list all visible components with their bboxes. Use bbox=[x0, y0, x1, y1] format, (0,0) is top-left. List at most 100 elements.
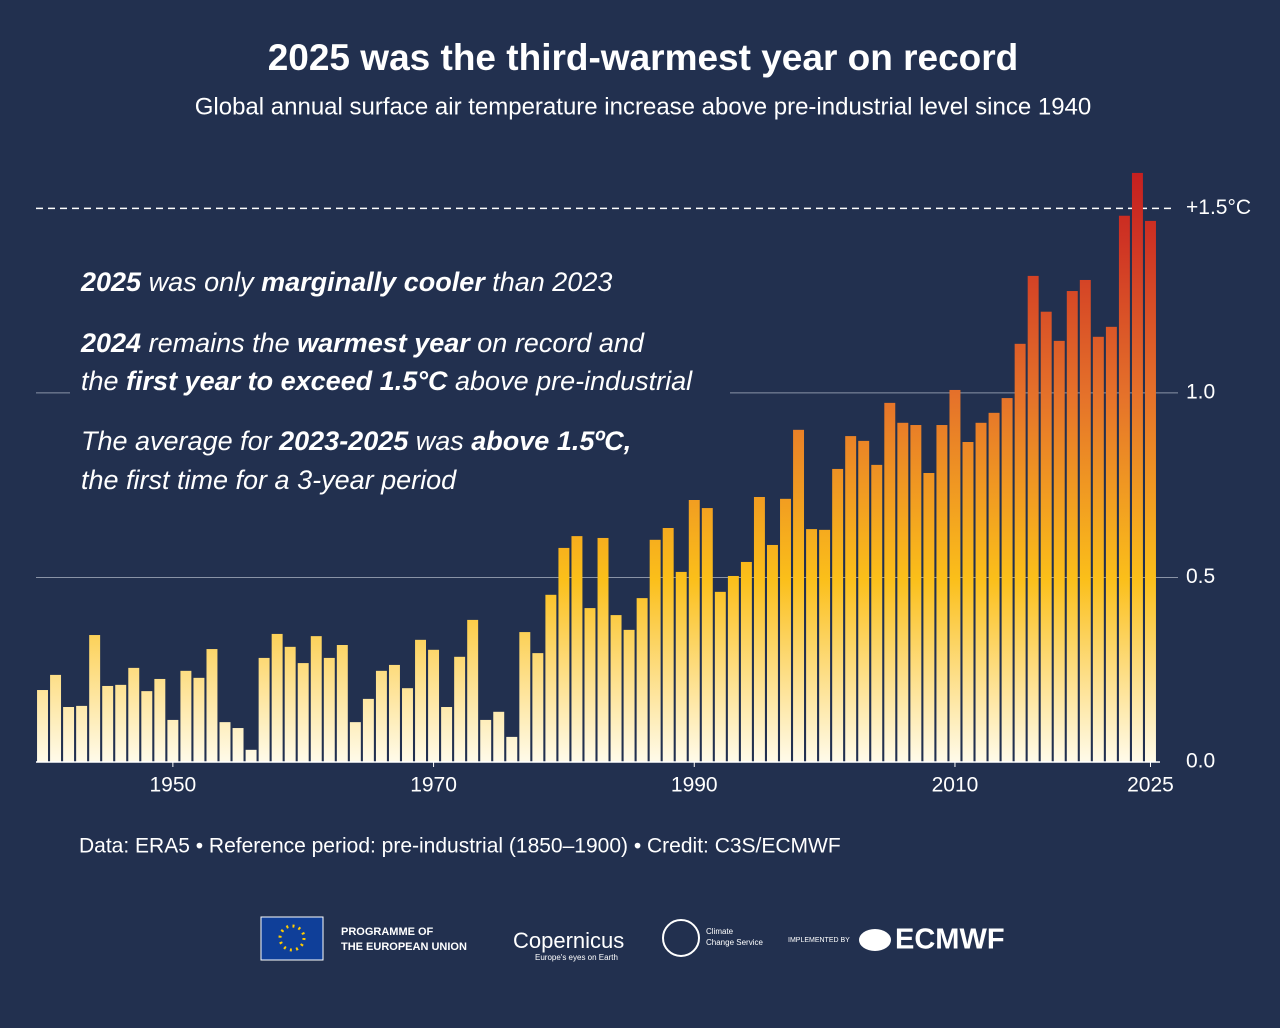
y-tick-label: 0.5 bbox=[1186, 565, 1215, 588]
x-tick-label: 2025 bbox=[1127, 774, 1174, 797]
bar bbox=[597, 537, 609, 762]
bar bbox=[675, 571, 687, 762]
copernicus-logo: Copernicus bbox=[513, 928, 624, 953]
annotation-run: 2024 bbox=[80, 328, 141, 358]
ecmwf-logo: ECMWF bbox=[895, 924, 1005, 956]
bar bbox=[154, 678, 166, 762]
bar bbox=[115, 684, 127, 762]
bar bbox=[310, 636, 322, 762]
y-tick-label: +1.5°C bbox=[1186, 196, 1251, 219]
annotation-run: than 2023 bbox=[485, 267, 613, 297]
bar bbox=[845, 436, 857, 762]
plot: 0.0 0.5 1.0 +1.5°C 1950 1970 1990 2010 2025 bbox=[36, 172, 1251, 797]
bar bbox=[740, 561, 752, 762]
ecmwf-icon bbox=[859, 929, 891, 951]
annotation-run: above 1.5ºC, bbox=[471, 426, 631, 456]
bar bbox=[506, 736, 518, 762]
bar bbox=[167, 719, 179, 762]
annotation-run: warmest year bbox=[297, 328, 471, 358]
bar bbox=[532, 653, 544, 762]
bar bbox=[1027, 275, 1039, 762]
bar bbox=[636, 598, 648, 762]
bar bbox=[714, 591, 726, 762]
x-tick-label: 1950 bbox=[150, 774, 197, 797]
bar bbox=[571, 536, 583, 762]
bar bbox=[949, 389, 961, 762]
bar bbox=[349, 722, 361, 762]
bar bbox=[910, 425, 922, 762]
bar bbox=[232, 728, 244, 762]
annotations: 2025 was only marginally cooler than 202… bbox=[80, 267, 693, 495]
y-tick-label: 1.0 bbox=[1186, 380, 1215, 403]
annotation-run: above pre-industrial bbox=[448, 366, 694, 396]
x-tick-label: 1970 bbox=[410, 774, 457, 797]
bar bbox=[50, 674, 62, 762]
bar bbox=[1066, 291, 1078, 762]
bar bbox=[375, 670, 387, 762]
bar bbox=[688, 485, 700, 762]
chart-subtitle: Global annual surface air temperature in… bbox=[195, 93, 1092, 120]
x-tick-label: 1990 bbox=[671, 774, 718, 797]
bar bbox=[1131, 172, 1143, 762]
bar bbox=[1105, 326, 1117, 762]
annotation: 2024 remains the warmest year on record … bbox=[80, 328, 645, 358]
logos: PROGRAMME OF THE EUROPEAN UNION Copernic… bbox=[260, 916, 1005, 962]
annotation-run: was only bbox=[141, 267, 261, 297]
bar bbox=[1079, 279, 1091, 762]
bar bbox=[415, 639, 427, 762]
bar bbox=[649, 539, 661, 762]
bar bbox=[297, 663, 309, 762]
bar bbox=[1145, 220, 1156, 762]
bar bbox=[727, 575, 739, 762]
annotation-run: 2023-2025 bbox=[278, 426, 409, 456]
bar bbox=[493, 711, 505, 762]
bar bbox=[467, 619, 479, 762]
bar bbox=[793, 429, 805, 762]
bar bbox=[558, 547, 570, 762]
bar bbox=[1118, 215, 1130, 762]
annotation-run: the bbox=[81, 366, 126, 396]
annotation: The average for 2023-2025 was above 1.5º… bbox=[81, 426, 631, 456]
bar bbox=[832, 468, 844, 762]
bar bbox=[897, 422, 909, 762]
annotation-run: the first time for a 3-year period bbox=[81, 465, 457, 495]
bar bbox=[1014, 343, 1026, 762]
bar bbox=[584, 608, 596, 762]
x-tick-label: 2010 bbox=[932, 774, 979, 797]
bar bbox=[923, 473, 935, 762]
eu-stars bbox=[278, 924, 306, 952]
bar bbox=[441, 707, 453, 762]
bar bbox=[336, 644, 348, 762]
annotation-run: on record and bbox=[470, 328, 645, 358]
annotation: the first time for a 3-year period bbox=[81, 465, 457, 495]
annotation-run: was bbox=[408, 426, 471, 456]
annotation-run: first year to exceed 1.5°C bbox=[126, 366, 448, 396]
bar bbox=[428, 649, 440, 762]
source: Data: ERA5 • Reference period: pre-indus… bbox=[79, 835, 841, 858]
bar bbox=[1001, 398, 1013, 762]
bar bbox=[988, 412, 1000, 762]
bar bbox=[245, 749, 257, 762]
bar bbox=[780, 498, 791, 762]
bar bbox=[1053, 340, 1065, 762]
bar bbox=[180, 670, 192, 762]
y-tick-label: 0.0 bbox=[1186, 750, 1215, 773]
bar bbox=[545, 594, 557, 762]
bar bbox=[871, 464, 883, 762]
bar bbox=[701, 508, 713, 762]
bar bbox=[766, 544, 778, 762]
bar bbox=[610, 615, 622, 762]
bar bbox=[962, 441, 974, 762]
bar bbox=[76, 705, 88, 762]
bar bbox=[753, 496, 765, 762]
bar bbox=[975, 422, 987, 762]
bar bbox=[284, 646, 296, 762]
bar bbox=[128, 667, 140, 762]
eu-text: THE EUROPEAN UNION bbox=[341, 941, 467, 953]
annotation: the first year to exceed 1.5°C above pre… bbox=[81, 366, 693, 396]
annotation: 2025 was only marginally cooler than 202… bbox=[80, 267, 612, 297]
c3s-icon bbox=[662, 919, 700, 957]
bar bbox=[271, 633, 283, 762]
bar bbox=[806, 529, 818, 762]
